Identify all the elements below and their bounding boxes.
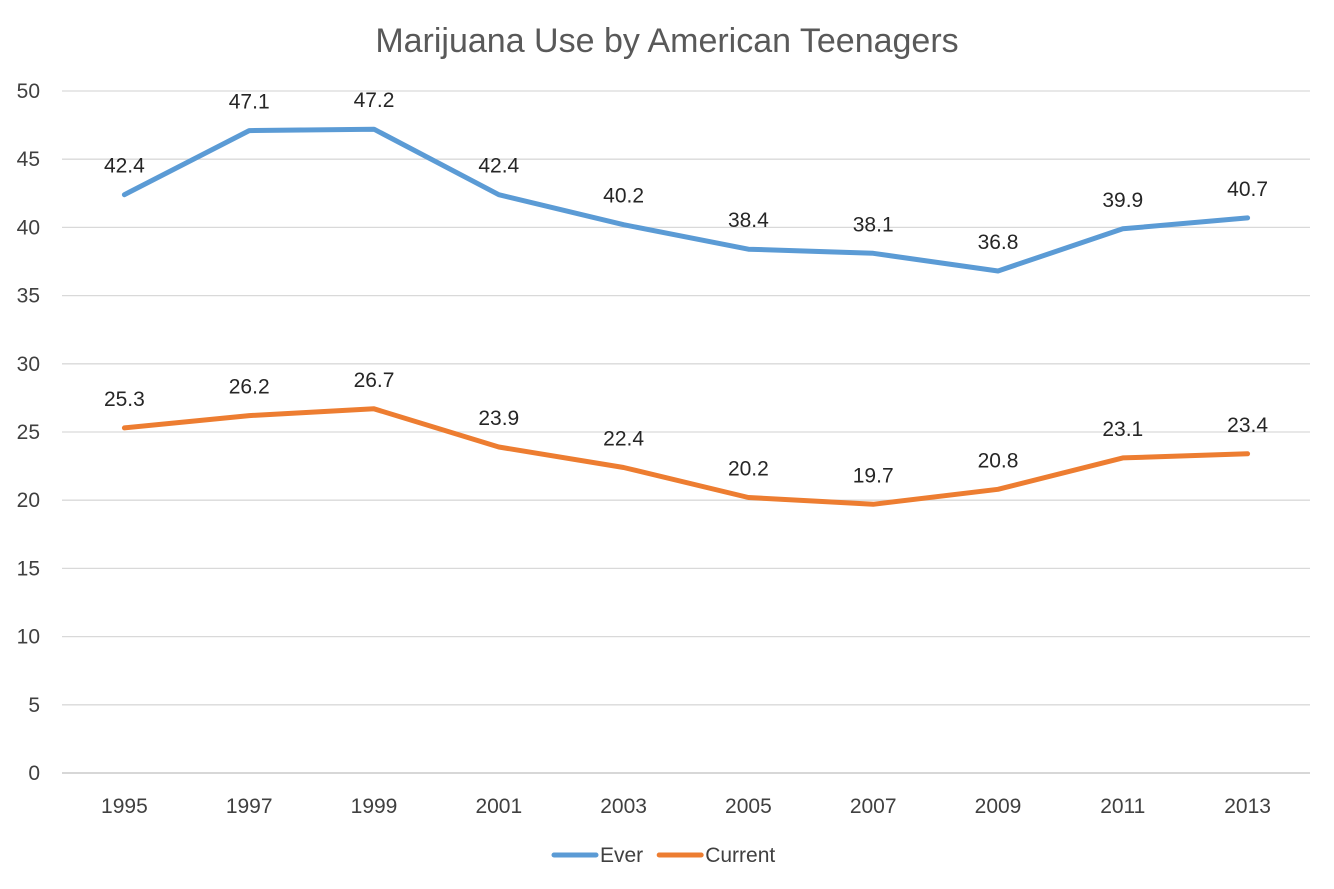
y-tick-label: 20: [17, 489, 40, 512]
x-tick-label: 1999: [351, 795, 398, 818]
series-line-ever: [121, 126, 1251, 274]
y-tick-label: 45: [17, 148, 40, 171]
x-tick-label: 1997: [226, 795, 273, 818]
y-tick-label: 50: [17, 80, 40, 103]
y-tick-label: 30: [17, 353, 40, 376]
data-label: 39.9: [1102, 189, 1143, 212]
gridlines: [62, 90, 1310, 774]
data-label: 23.1: [1102, 418, 1143, 441]
data-label: 19.7: [853, 464, 894, 487]
y-tick-label: 25: [17, 421, 40, 444]
legend-label-current: Current: [705, 844, 775, 867]
data-label: 26.7: [354, 369, 395, 392]
x-tick-label: 2013: [1224, 795, 1271, 818]
series-lines: [121, 126, 1251, 507]
legend-label-ever: Ever: [600, 844, 643, 867]
data-label: 23.4: [1227, 414, 1268, 437]
x-tick-label: 2007: [850, 795, 897, 818]
data-label: 25.3: [104, 388, 145, 411]
x-tick-label: 1995: [101, 795, 148, 818]
data-label: 20.8: [978, 449, 1019, 472]
data-label: 40.7: [1227, 178, 1268, 201]
x-tick-label: 2005: [725, 795, 772, 818]
x-tick-label: 2001: [475, 795, 522, 818]
chart-title: Marijuana Use by American Teenagers: [375, 22, 958, 60]
data-label: 38.1: [853, 213, 894, 236]
data-label: 26.2: [229, 376, 270, 399]
y-tick-label: 35: [17, 285, 40, 308]
data-label: 42.4: [478, 155, 519, 178]
y-tick-label: 40: [17, 216, 40, 239]
data-label: 36.8: [978, 231, 1019, 254]
data-label: 47.2: [354, 89, 395, 112]
data-label: 38.4: [728, 209, 769, 232]
y-tick-label: 10: [17, 626, 40, 649]
data-label: 40.2: [603, 185, 644, 208]
data-label: 22.4: [603, 427, 644, 450]
y-tick-label: 0: [28, 762, 40, 785]
x-axis-tick-labels: 1995 1997 1999 2001 2003 2005 2007 2009 2011 2013: [101, 795, 1271, 818]
data-label: 20.2: [728, 457, 769, 480]
x-tick-label: 2009: [975, 795, 1022, 818]
series-line-current: [121, 406, 1251, 507]
y-tick-label: 5: [28, 694, 40, 717]
data-label: 23.9: [478, 407, 519, 430]
y-tick-label: 15: [17, 557, 40, 580]
legend: Ever Current: [551, 844, 775, 867]
x-tick-label: 2003: [600, 795, 647, 818]
data-labels: 42.4 47.1 47.2 42.4 40.2 38.4 38.1 36.8 39.9 40.7…: [104, 89, 1268, 487]
x-tick-label: 2011: [1100, 795, 1145, 818]
data-label: 47.1: [229, 91, 270, 114]
data-label: 42.4: [104, 155, 145, 178]
y-axis-tick-labels: 0 5 10 15 20 25 30 35 40 45 50: [17, 80, 40, 785]
